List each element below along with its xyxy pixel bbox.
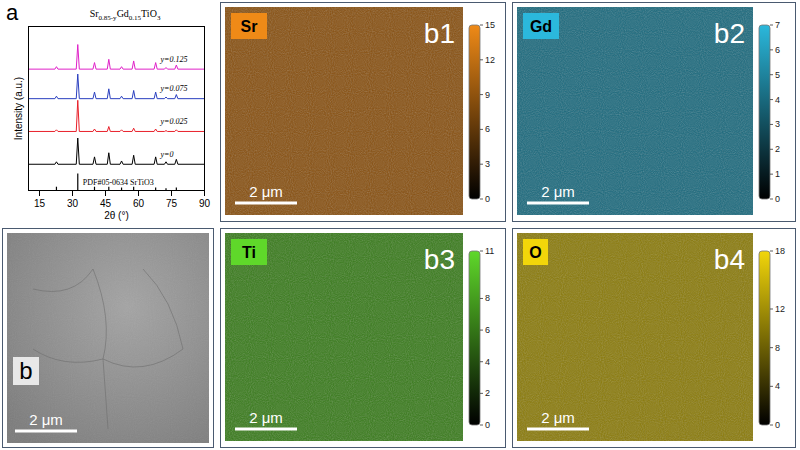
svg-text:b4: b4 bbox=[714, 244, 745, 275]
svg-text:6: 6 bbox=[485, 124, 490, 134]
html-text:a: a bbox=[6, 0, 19, 25]
svg-text:0: 0 bbox=[775, 194, 780, 204]
svg-text:75: 75 bbox=[166, 198, 178, 209]
svg-text:Intensity (a.u.): Intensity (a.u.) bbox=[13, 77, 24, 140]
svg-text:8: 8 bbox=[775, 343, 780, 353]
svg-text:15: 15 bbox=[485, 20, 495, 30]
svg-text:30: 30 bbox=[67, 198, 79, 209]
svg-text:12: 12 bbox=[485, 55, 495, 65]
svg-text:Sr: Sr bbox=[241, 18, 258, 35]
svg-text:7: 7 bbox=[775, 20, 780, 30]
svg-text:6: 6 bbox=[485, 325, 490, 335]
svg-text:0: 0 bbox=[485, 420, 490, 430]
svg-text:Gd: Gd bbox=[530, 18, 552, 35]
svg-text:90: 90 bbox=[199, 198, 211, 209]
svg-text:2 μm: 2 μm bbox=[249, 183, 283, 200]
svg-text:4: 4 bbox=[775, 381, 780, 391]
svg-text:45: 45 bbox=[100, 198, 112, 209]
svg-text:2 μm: 2 μm bbox=[249, 409, 283, 426]
svg-text:6: 6 bbox=[775, 45, 780, 55]
svg-text:60: 60 bbox=[133, 198, 145, 209]
svg-text:18: 18 bbox=[775, 246, 785, 256]
svg-text:b1: b1 bbox=[424, 18, 455, 49]
svg-text:8: 8 bbox=[485, 293, 490, 303]
svg-text:2θ (°): 2θ (°) bbox=[104, 210, 129, 221]
svg-text:3: 3 bbox=[775, 119, 780, 129]
svg-text:12: 12 bbox=[775, 304, 785, 314]
svg-text:2: 2 bbox=[775, 144, 780, 154]
svg-text:b2: b2 bbox=[714, 18, 745, 49]
svg-text:Ti: Ti bbox=[242, 244, 256, 261]
svg-text:2 μm: 2 μm bbox=[541, 183, 575, 200]
svg-text:9: 9 bbox=[485, 90, 490, 100]
svg-text:1: 1 bbox=[775, 169, 780, 179]
svg-text:O: O bbox=[529, 244, 541, 261]
svg-text:4: 4 bbox=[775, 95, 780, 105]
svg-text:11: 11 bbox=[485, 246, 494, 256]
svg-text:y=0.075: y=0.075 bbox=[160, 84, 188, 93]
svg-text:PDF#05-0634 SrTiO3: PDF#05-0634 SrTiO3 bbox=[83, 178, 154, 187]
svg-text:0: 0 bbox=[485, 194, 490, 204]
svg-text:y=0: y=0 bbox=[160, 150, 174, 159]
svg-text:2 μm: 2 μm bbox=[29, 411, 63, 428]
svg-text:b3: b3 bbox=[424, 244, 455, 275]
svg-text:b: b bbox=[19, 357, 32, 384]
svg-text:5: 5 bbox=[775, 70, 780, 80]
svg-text:y=0.125: y=0.125 bbox=[160, 55, 188, 64]
html-text:Sr0.85-yGd0.15TiO3: Sr0.85-yGd0.15TiO3 bbox=[89, 8, 161, 22]
svg-text:0: 0 bbox=[775, 420, 780, 430]
svg-text:15: 15 bbox=[34, 198, 46, 209]
svg-text:2: 2 bbox=[485, 388, 490, 398]
svg-text:y=0.025: y=0.025 bbox=[160, 117, 188, 126]
svg-text:4: 4 bbox=[485, 357, 490, 367]
svg-text:3: 3 bbox=[485, 159, 490, 169]
svg-text:2 μm: 2 μm bbox=[541, 409, 575, 426]
